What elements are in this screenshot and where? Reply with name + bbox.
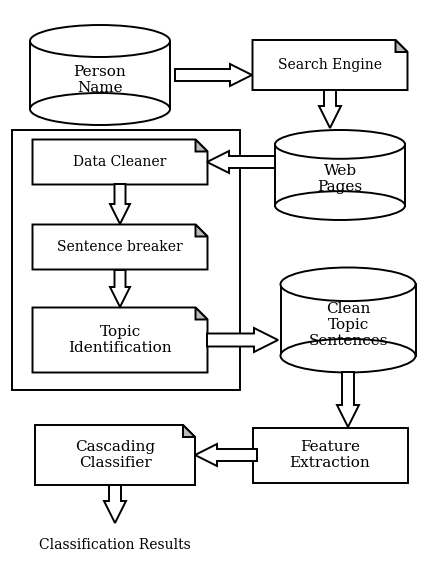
Polygon shape [281,284,415,356]
Polygon shape [30,41,170,109]
Text: Web
Pages: Web Pages [317,164,363,195]
Polygon shape [195,307,208,319]
Ellipse shape [275,130,405,159]
Text: Feature
Extraction: Feature Extraction [290,440,370,470]
Text: Cascading
Classifier: Cascading Classifier [75,440,155,470]
Polygon shape [275,144,405,206]
Text: Data Cleaner: Data Cleaner [73,155,167,169]
Text: Sentence breaker: Sentence breaker [57,240,183,254]
Polygon shape [110,184,130,224]
Polygon shape [319,90,341,128]
Polygon shape [337,372,359,427]
Polygon shape [104,485,126,523]
Ellipse shape [30,93,170,125]
Polygon shape [175,64,252,86]
Polygon shape [207,328,278,352]
Ellipse shape [275,191,405,220]
Polygon shape [195,444,257,466]
Polygon shape [253,40,407,90]
Text: Topic
Identification: Topic Identification [68,325,172,355]
Polygon shape [195,139,208,152]
Text: Classification Results: Classification Results [39,538,191,552]
Bar [253,428,407,482]
Polygon shape [33,307,208,372]
Polygon shape [33,139,208,184]
Polygon shape [35,425,195,485]
Bar [12,130,240,390]
Ellipse shape [30,25,170,57]
Polygon shape [110,270,130,307]
Ellipse shape [281,267,415,301]
Ellipse shape [281,339,415,372]
Text: Person
Name: Person Name [73,65,126,95]
Polygon shape [195,224,208,236]
Polygon shape [396,40,407,52]
Text: Clean
Topic
Sentences: Clean Topic Sentences [308,302,388,348]
Polygon shape [207,151,275,173]
Polygon shape [183,425,195,437]
Polygon shape [33,224,208,270]
Text: Search Engine: Search Engine [278,58,382,72]
